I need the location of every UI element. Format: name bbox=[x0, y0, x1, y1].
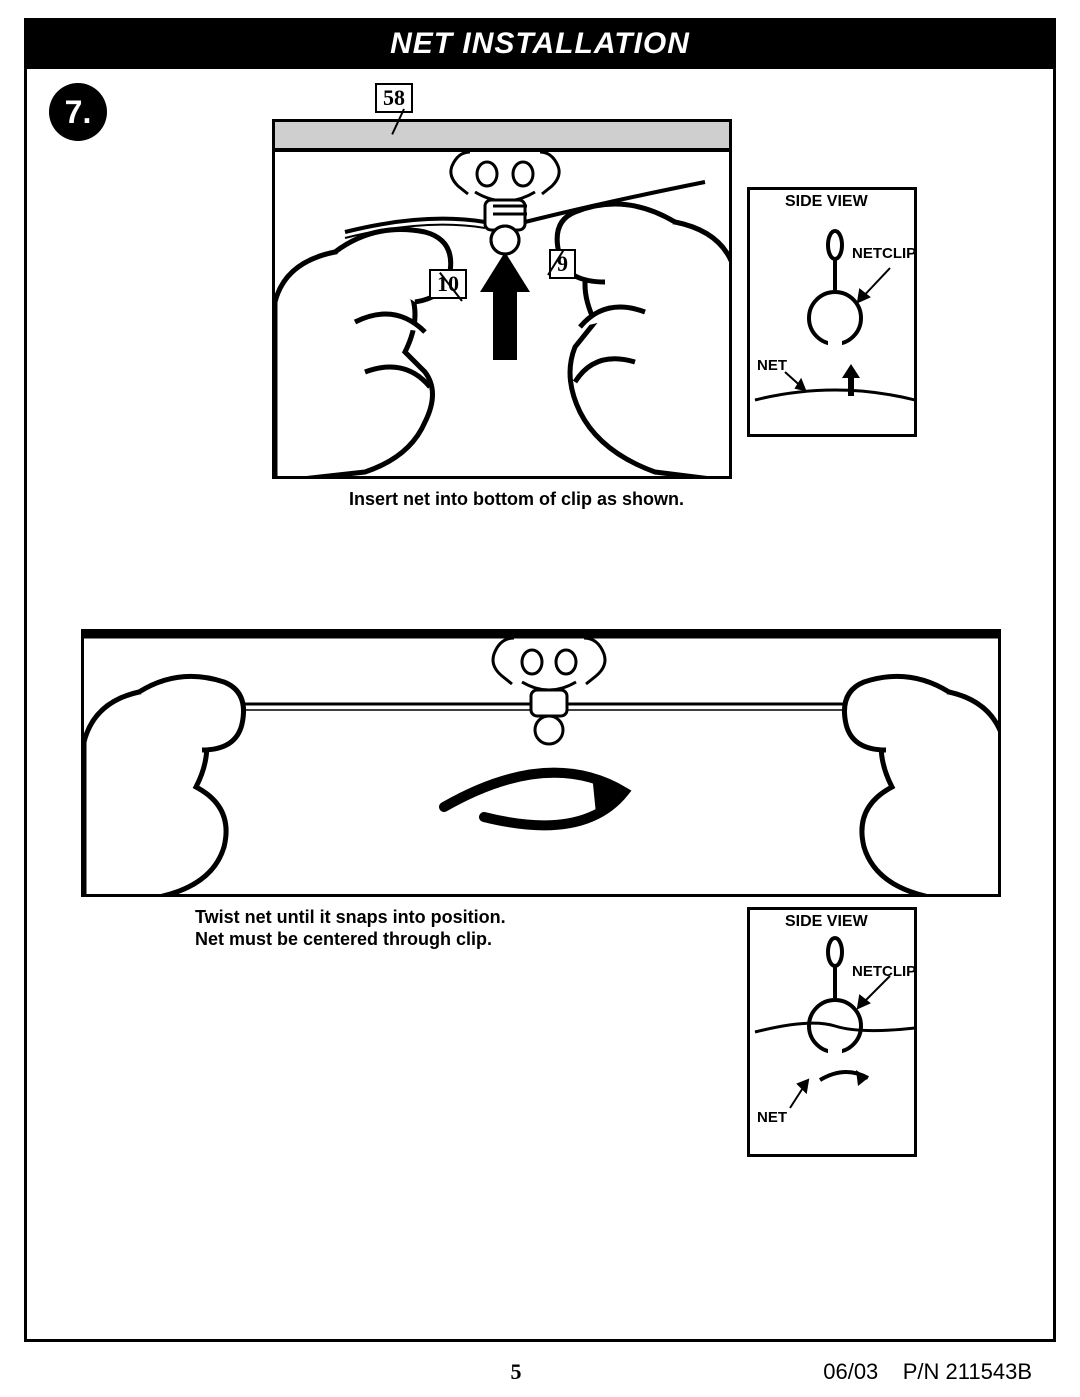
callout-58: 58 bbox=[375, 83, 413, 113]
figure-1-main bbox=[272, 119, 732, 479]
step-number-badge: 7. bbox=[49, 83, 107, 141]
footer-date: 06/03 bbox=[823, 1359, 878, 1384]
side-view-1-title: SIDE VIEW bbox=[785, 193, 868, 211]
step-number: 7. bbox=[65, 94, 92, 131]
netclip-label-1: NETCLIP bbox=[852, 245, 916, 262]
page-border: NET INSTALLATION 7. bbox=[24, 18, 1056, 1342]
figure-2-svg bbox=[84, 632, 1001, 897]
page: NET INSTALLATION 7. bbox=[0, 0, 1080, 1397]
footer-pn: P/N 211543B bbox=[903, 1359, 1032, 1384]
figure-1-side-svg bbox=[750, 190, 917, 437]
figure-1-svg bbox=[275, 122, 732, 479]
side-view-2-title: SIDE VIEW bbox=[785, 913, 868, 931]
figure-2-caption-1: Twist net until it snaps into position. bbox=[195, 907, 506, 928]
content-area: 7. bbox=[27, 69, 1053, 1339]
figure-1-side bbox=[747, 187, 917, 437]
part-number: 06/03 P/N 211543B bbox=[823, 1359, 1032, 1385]
title-text: NET INSTALLATION bbox=[390, 27, 690, 60]
callout-58-text: 58 bbox=[383, 85, 405, 110]
netclip-label-2: NETCLIP bbox=[852, 963, 916, 980]
figure-1-caption: Insert net into bottom of clip as shown. bbox=[349, 489, 684, 510]
title-bar: NET INSTALLATION bbox=[27, 21, 1053, 69]
figure-2-caption-2: Net must be centered through clip. bbox=[195, 929, 492, 950]
net-label-1: NET bbox=[757, 357, 787, 374]
footer: 5 06/03 P/N 211543B bbox=[0, 1359, 1080, 1385]
net-label-2: NET bbox=[757, 1109, 787, 1126]
figure-2-main bbox=[81, 629, 1001, 897]
